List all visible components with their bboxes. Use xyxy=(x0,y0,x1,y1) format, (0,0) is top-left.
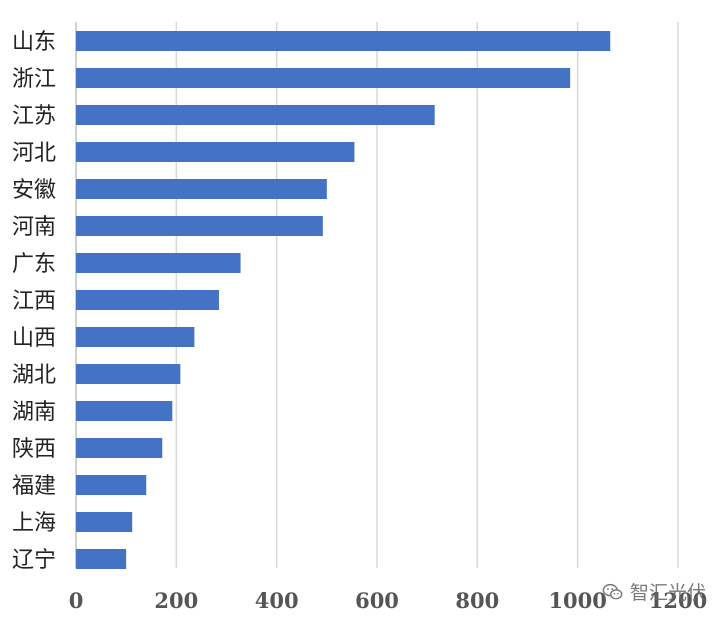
bar xyxy=(76,327,195,347)
bar xyxy=(76,142,355,162)
category-label: 河北 xyxy=(12,141,56,166)
bar xyxy=(76,290,219,310)
bar xyxy=(76,253,241,273)
category-label: 河南 xyxy=(12,215,56,240)
x-tick-label: 0 xyxy=(69,588,84,613)
bar xyxy=(76,512,133,532)
watermark-text: 智汇光伏 xyxy=(629,582,706,604)
x-tick-labels: 0 200 400 600 800 1000 1200 xyxy=(69,588,708,613)
x-tick-label: 1000 xyxy=(548,588,606,613)
category-label: 陕西 xyxy=(12,437,56,462)
x-tick-label: 1200 xyxy=(649,588,707,613)
category-label: 湖北 xyxy=(12,363,56,388)
category-label: 江西 xyxy=(12,289,56,314)
x-tick-label: 200 xyxy=(154,588,198,613)
bar xyxy=(76,401,173,421)
category-label: 山西 xyxy=(12,326,56,351)
category-label: 安徽 xyxy=(12,178,56,203)
bar xyxy=(76,216,323,236)
x-tick-label: 400 xyxy=(255,588,299,613)
category-label: 辽宁 xyxy=(12,548,56,573)
bar xyxy=(76,179,327,199)
bar xyxy=(76,105,435,125)
bar xyxy=(76,68,571,88)
bar xyxy=(76,549,127,569)
bar xyxy=(76,364,181,384)
bar xyxy=(76,31,611,51)
x-tick-label: 800 xyxy=(455,588,499,613)
category-label: 福建 xyxy=(12,474,56,499)
category-label: 湖南 xyxy=(12,400,56,425)
bars xyxy=(76,31,611,569)
bar xyxy=(76,475,147,495)
wechat-icon xyxy=(602,583,623,599)
bar xyxy=(76,438,163,458)
category-label: 广东 xyxy=(12,252,56,277)
category-label: 上海 xyxy=(12,511,56,536)
category-label: 浙江 xyxy=(12,67,56,92)
x-tick-label: 600 xyxy=(355,588,399,613)
category-label: 江苏 xyxy=(12,104,56,129)
category-label: 山东 xyxy=(12,30,56,55)
watermark: 智汇光伏 xyxy=(602,578,706,605)
